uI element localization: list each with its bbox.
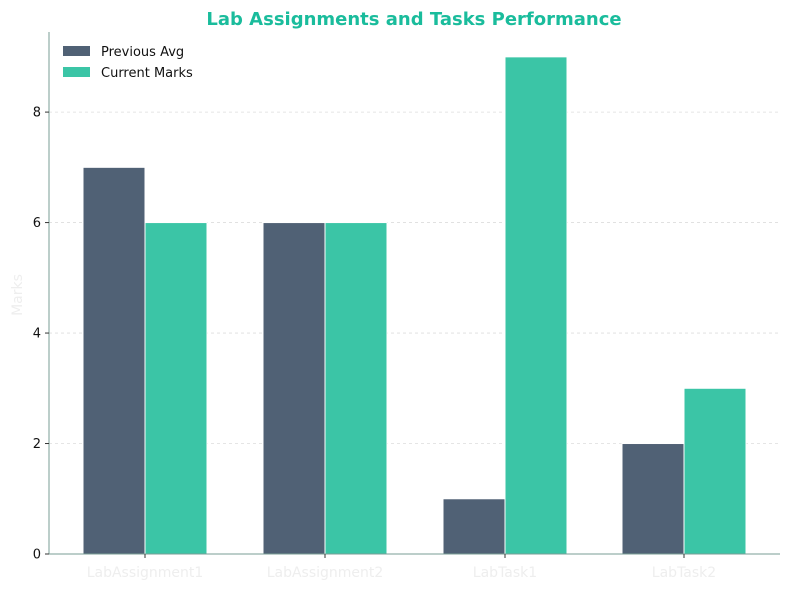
bar-previous-avg [262, 222, 326, 555]
bar-current-marks [324, 222, 388, 555]
x-tick-label: LabTask2 [652, 565, 716, 581]
y-tick-label: 4 [33, 327, 41, 342]
bar-previous-avg [621, 443, 685, 555]
chart-title: Lab Assignments and Tasks Performance [206, 9, 621, 30]
bar-current-marks [144, 222, 208, 555]
y-tick-label: 6 [33, 216, 41, 231]
legend-label: Current Marks [101, 66, 193, 81]
x-tick-label: LabTask1 [473, 565, 537, 581]
bar-current-marks [504, 56, 568, 555]
y-ticks: 0 2 4 6 8 [33, 106, 49, 563]
legend-label: Previous Avg [101, 45, 184, 60]
y-tick-label: 2 [33, 437, 41, 452]
x-tick-label: LabAssignment1 [87, 565, 204, 581]
bar-current-marks [683, 387, 747, 555]
y-tick-label: 0 [33, 548, 41, 563]
bars [82, 56, 747, 555]
bar-previous-avg [442, 498, 506, 555]
y-axis-title: Marks [10, 274, 26, 316]
y-tick-label: 8 [33, 106, 41, 121]
bar-previous-avg [82, 166, 146, 555]
x-ticks: LabAssignment1 LabAssignment2 LabTask1 LabT… [87, 554, 716, 581]
x-tick-label: LabAssignment2 [267, 565, 384, 581]
legend: Previous Avg Current Marks [63, 45, 193, 81]
legend-swatch [63, 46, 90, 56]
legend-swatch [63, 67, 90, 77]
